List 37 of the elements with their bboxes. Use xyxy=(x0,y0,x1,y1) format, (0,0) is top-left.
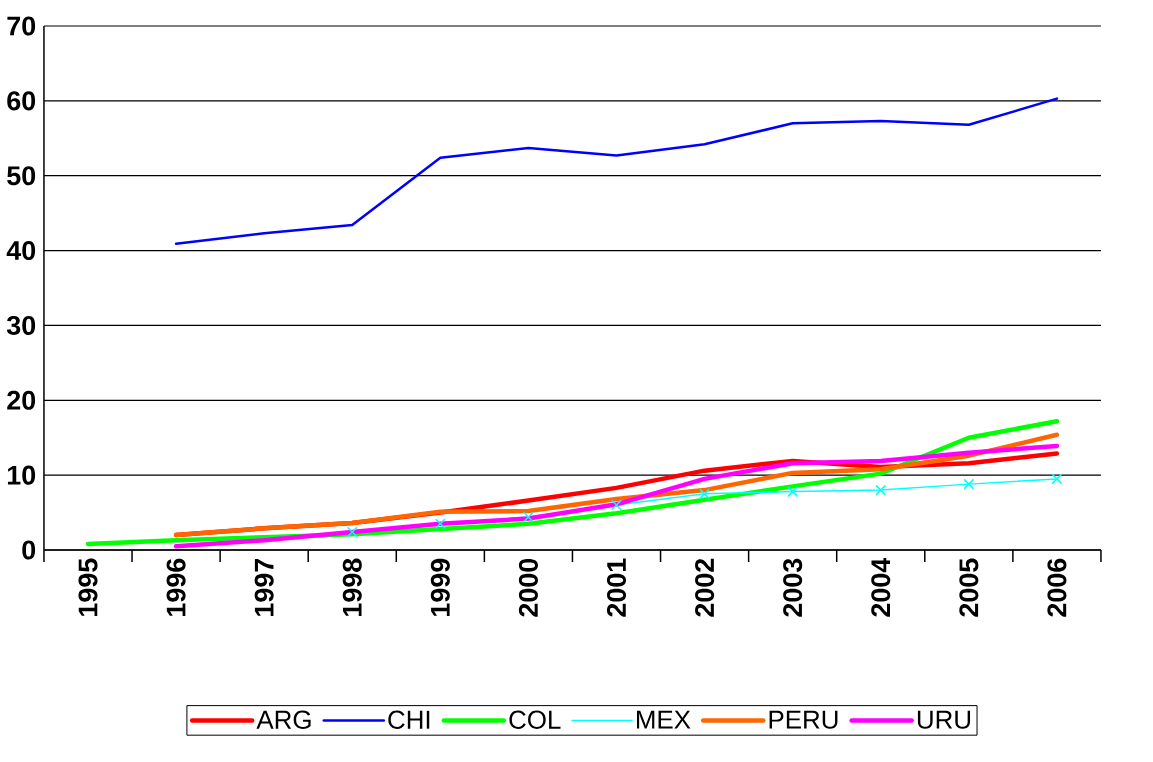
point xyxy=(875,485,886,496)
legend-label: CHI xyxy=(388,710,430,729)
point xyxy=(699,488,710,499)
point xyxy=(611,500,622,511)
x-tick-label: 2000 xyxy=(518,558,538,617)
point xyxy=(523,512,534,523)
x-tick-label: 2004 xyxy=(871,557,891,617)
x-tick-label: 2002 xyxy=(695,558,715,617)
x-tick-label: 2006 xyxy=(1047,558,1067,617)
y-tick-label: 50 xyxy=(7,166,36,186)
x-tick-label: 1999 xyxy=(430,558,450,616)
legend-label: URU xyxy=(917,710,971,729)
point xyxy=(963,479,974,490)
y-tick-label: 30 xyxy=(6,315,36,335)
y-tick-label: 60 xyxy=(7,91,36,111)
point xyxy=(787,486,798,497)
x-tick-label: 2001 xyxy=(606,558,627,617)
point xyxy=(347,527,358,538)
legend-label: MEX xyxy=(636,710,691,729)
line-series xyxy=(173,432,1060,538)
y-tick-label: 0 xyxy=(22,540,36,560)
x-tick-label: 1998 xyxy=(342,558,362,616)
x-tick-label: 2003 xyxy=(783,558,803,617)
x-tick-label: 2005 xyxy=(959,558,979,617)
legend-label: PERU xyxy=(769,710,838,729)
y-tick-label: 40 xyxy=(6,241,36,261)
y-tick-label: 70 xyxy=(7,16,36,36)
legend-label: ARG xyxy=(256,710,311,729)
x-tick-label: 1997 xyxy=(254,558,274,616)
line-series xyxy=(174,97,1059,246)
x-tick-label: 1996 xyxy=(166,558,186,616)
point xyxy=(1051,473,1062,484)
legend-label: COL xyxy=(509,710,561,729)
x-tick-label: 1995 xyxy=(78,558,98,616)
point xyxy=(435,518,446,529)
y-tick-label: 20 xyxy=(7,390,36,410)
y-tick-label: 10 xyxy=(7,465,36,485)
